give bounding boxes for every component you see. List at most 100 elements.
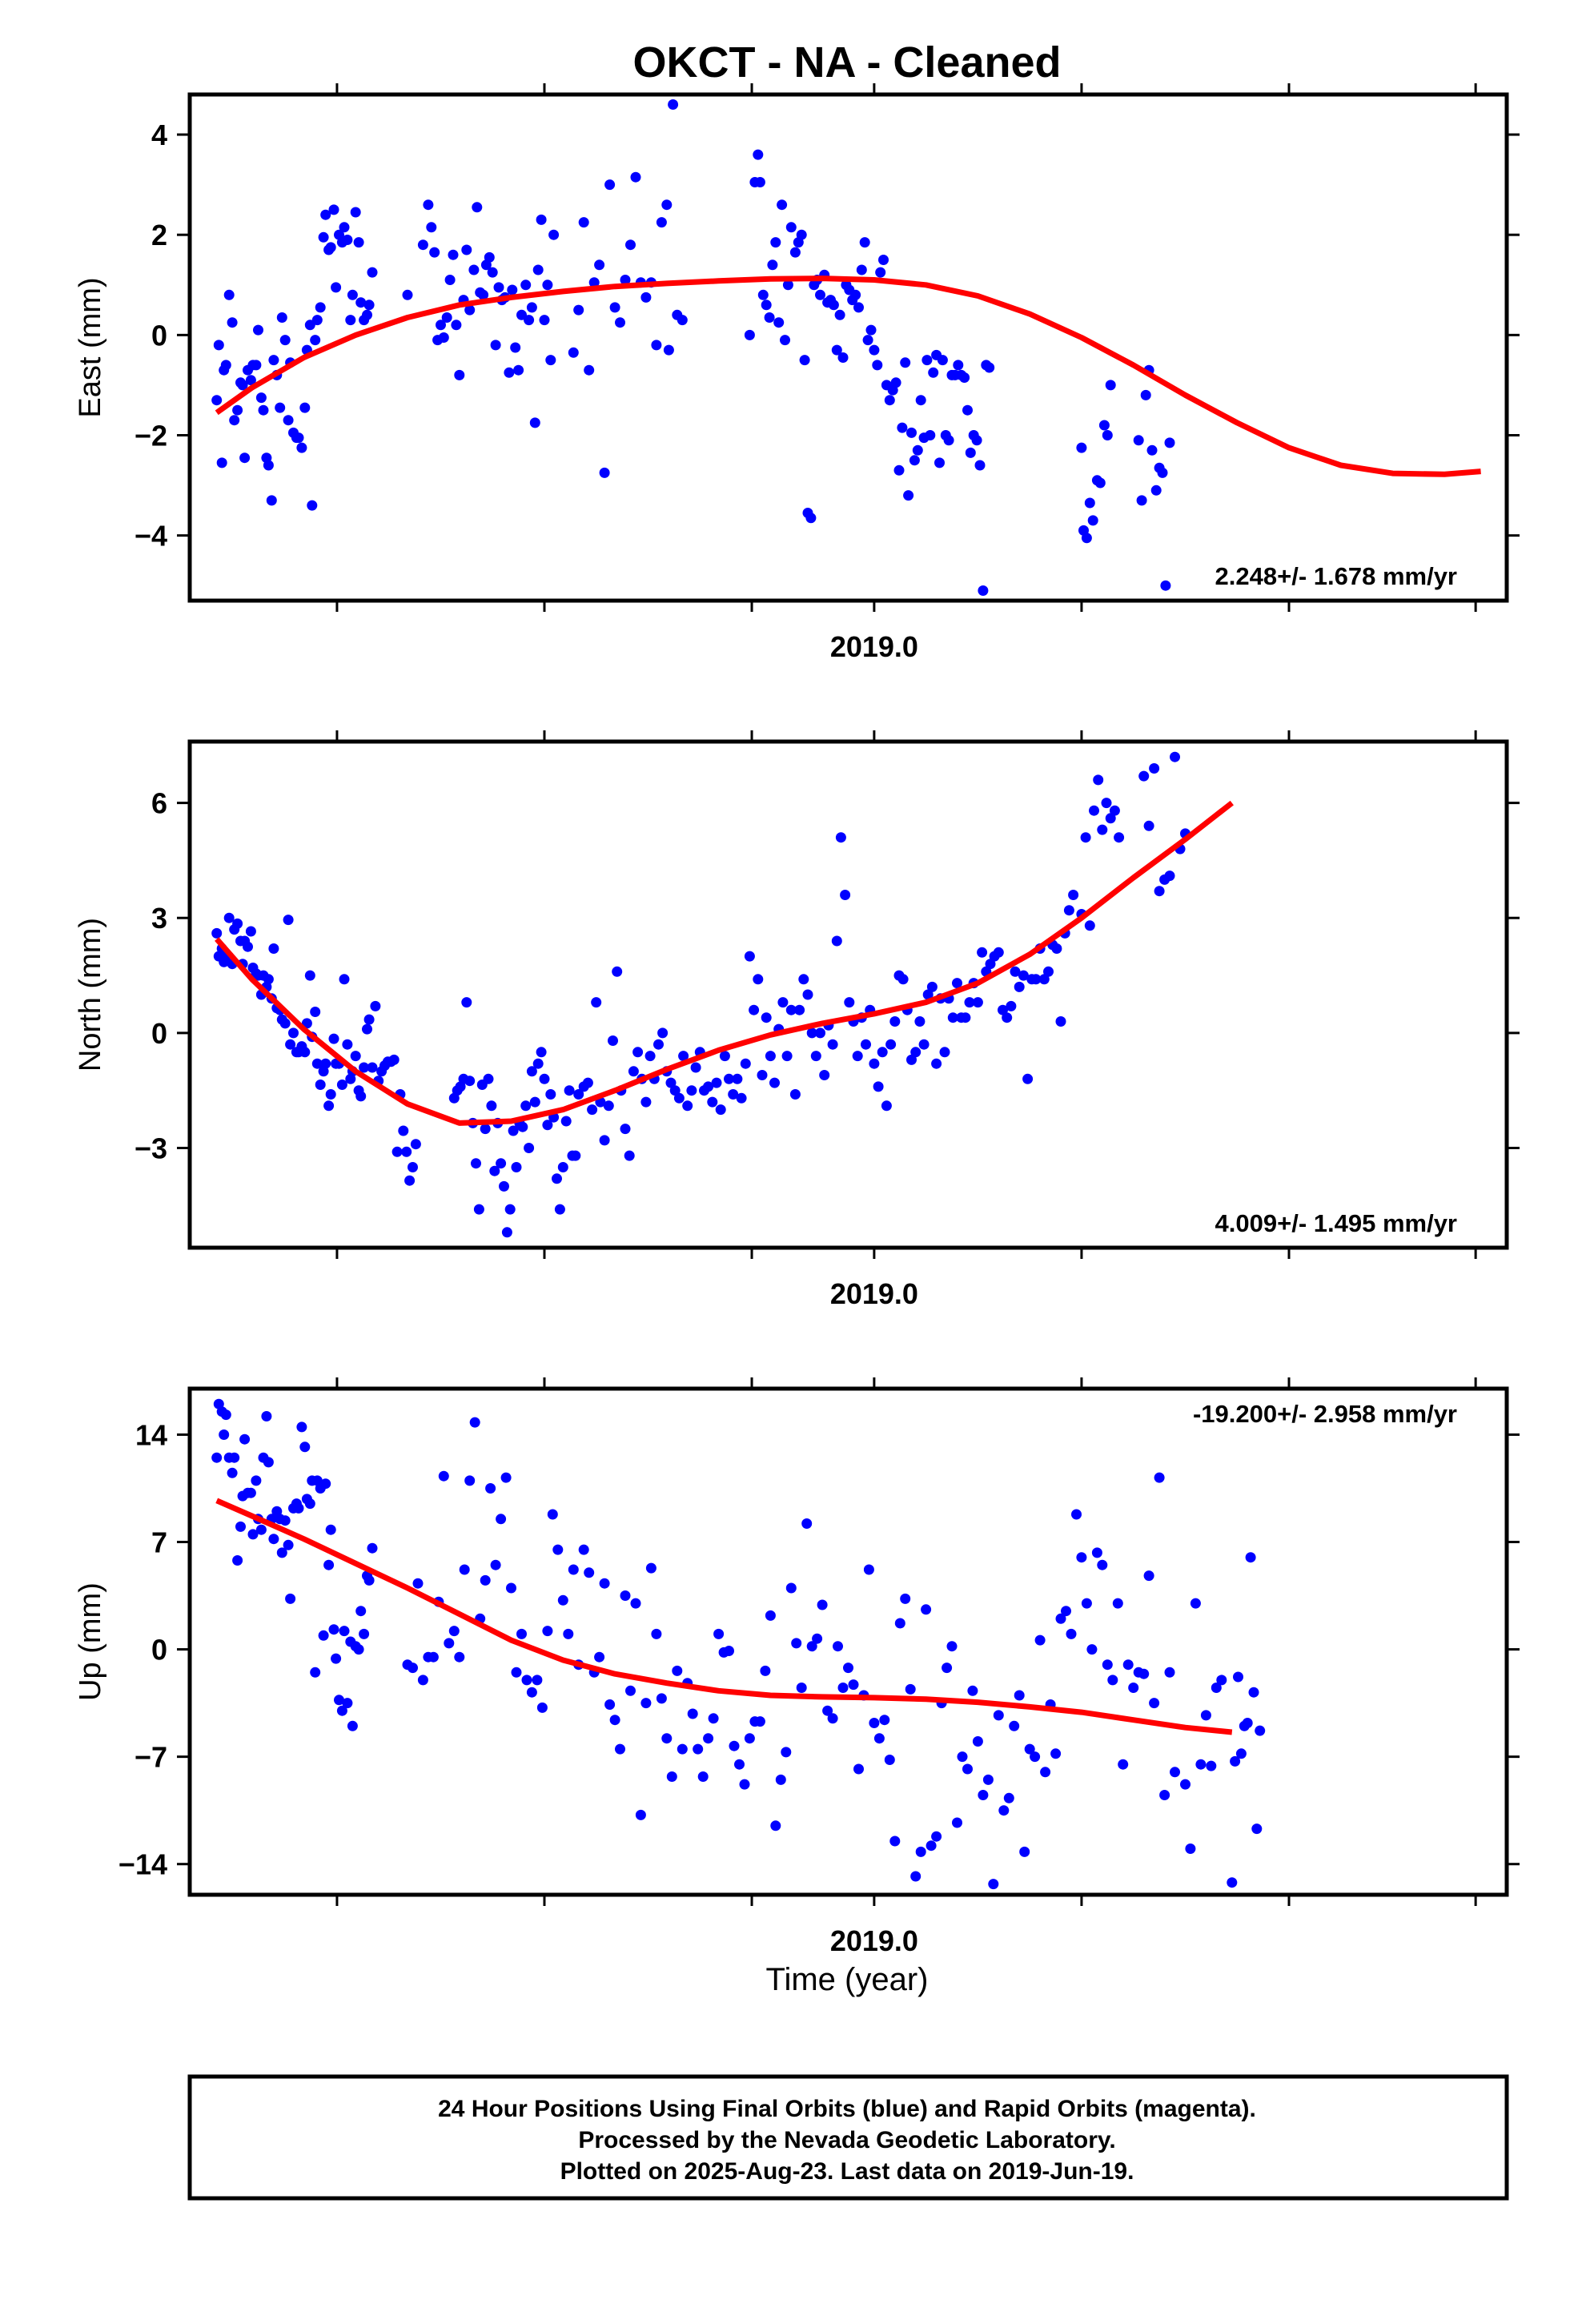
- up-point: [251, 1475, 262, 1486]
- north-point: [1022, 1073, 1034, 1084]
- east-point: [478, 289, 489, 300]
- up-points: [211, 1398, 1266, 1890]
- east-point: [454, 369, 465, 380]
- north-point: [715, 1104, 726, 1116]
- east-point: [307, 500, 318, 511]
- north-point: [489, 1165, 500, 1176]
- up-point: [615, 1743, 625, 1755]
- north-point: [740, 1058, 751, 1069]
- north-point: [1043, 966, 1054, 977]
- north-point: [665, 1077, 677, 1088]
- north-point: [504, 1204, 516, 1215]
- north-point: [852, 1051, 863, 1062]
- east-point: [524, 315, 535, 326]
- east-point: [620, 275, 631, 285]
- up-point: [1180, 1779, 1191, 1790]
- north-point: [844, 997, 855, 1008]
- north-point: [1105, 813, 1116, 824]
- north-point: [1014, 981, 1025, 992]
- up-point: [353, 1644, 364, 1655]
- north-point: [310, 1007, 321, 1017]
- north-point: [785, 1004, 797, 1015]
- up-point: [542, 1626, 553, 1637]
- north-point: [873, 1081, 884, 1092]
- up-point: [1251, 1823, 1263, 1835]
- north-point: [524, 1143, 535, 1153]
- figure-title: OKCT - NA - Cleaned: [632, 38, 1061, 86]
- up-point: [833, 1641, 843, 1652]
- north-point: [728, 1089, 739, 1100]
- east-fit-line: [215, 275, 1481, 477]
- x-axis-label: Time (year): [766, 1962, 929, 1997]
- up-point: [734, 1759, 745, 1770]
- north-point: [1084, 920, 1095, 931]
- north-point: [1101, 798, 1112, 809]
- north-point: [391, 1146, 403, 1157]
- up-point: [304, 1498, 315, 1510]
- east-point: [1094, 477, 1106, 489]
- east-xtick-label: 2019.0: [830, 630, 918, 663]
- up-point: [1081, 1598, 1092, 1609]
- up-point: [791, 1638, 802, 1649]
- up-point: [635, 1809, 646, 1820]
- north-point: [499, 1180, 509, 1192]
- north-point: [552, 1173, 562, 1184]
- east-ytick-label: 0: [151, 319, 167, 352]
- up-point: [630, 1598, 641, 1609]
- east-ytick-label: 2: [151, 219, 167, 251]
- north-ytick-label: 3: [151, 902, 167, 935]
- north-point: [644, 1051, 656, 1062]
- north-point: [802, 989, 813, 1000]
- north-point: [320, 1058, 331, 1069]
- up-point: [339, 1626, 350, 1637]
- up-point: [408, 1663, 418, 1674]
- east-point: [318, 231, 329, 243]
- east-point: [912, 444, 923, 456]
- north-point: [315, 1080, 326, 1090]
- up-point: [367, 1542, 378, 1554]
- east-point: [615, 317, 625, 328]
- up-point: [952, 1817, 962, 1828]
- east-point: [223, 289, 235, 300]
- up-point: [1107, 1675, 1118, 1686]
- up-point: [910, 1871, 921, 1882]
- north-point: [336, 1080, 347, 1090]
- up-point: [220, 1409, 231, 1421]
- east-y-axis-label: East (mm): [74, 277, 107, 417]
- up-point: [599, 1578, 610, 1589]
- up-point: [693, 1743, 704, 1755]
- up-point: [1211, 1683, 1222, 1693]
- up-ytick-label: 14: [135, 1418, 167, 1451]
- north-point: [554, 1204, 565, 1215]
- north-point: [539, 1073, 550, 1084]
- north-point: [724, 1073, 734, 1084]
- north-point: [1002, 1012, 1013, 1023]
- north-point: [765, 1051, 776, 1062]
- up-point: [796, 1683, 807, 1693]
- east-point: [959, 372, 970, 383]
- north-point: [753, 974, 764, 985]
- up-point: [1061, 1606, 1071, 1617]
- east-point: [339, 222, 350, 233]
- east-point: [548, 229, 560, 240]
- east-point: [299, 402, 311, 413]
- north-point: [311, 1058, 323, 1069]
- north-point: [926, 981, 938, 992]
- north-point: [657, 1027, 669, 1039]
- north-point: [1010, 966, 1021, 977]
- north-point: [243, 941, 253, 952]
- north-point: [993, 947, 1004, 958]
- up-point: [765, 1610, 776, 1621]
- up-point: [268, 1534, 279, 1545]
- up-point: [536, 1702, 548, 1713]
- east-point: [928, 367, 939, 378]
- up-point: [1024, 1743, 1035, 1755]
- north-point: [620, 1124, 631, 1135]
- north-point: [669, 1085, 681, 1096]
- up-point: [801, 1518, 813, 1529]
- up-point: [464, 1475, 476, 1486]
- east-point: [438, 332, 449, 343]
- north-point: [918, 1039, 930, 1050]
- north-point: [827, 1039, 838, 1050]
- north-point: [501, 1227, 512, 1238]
